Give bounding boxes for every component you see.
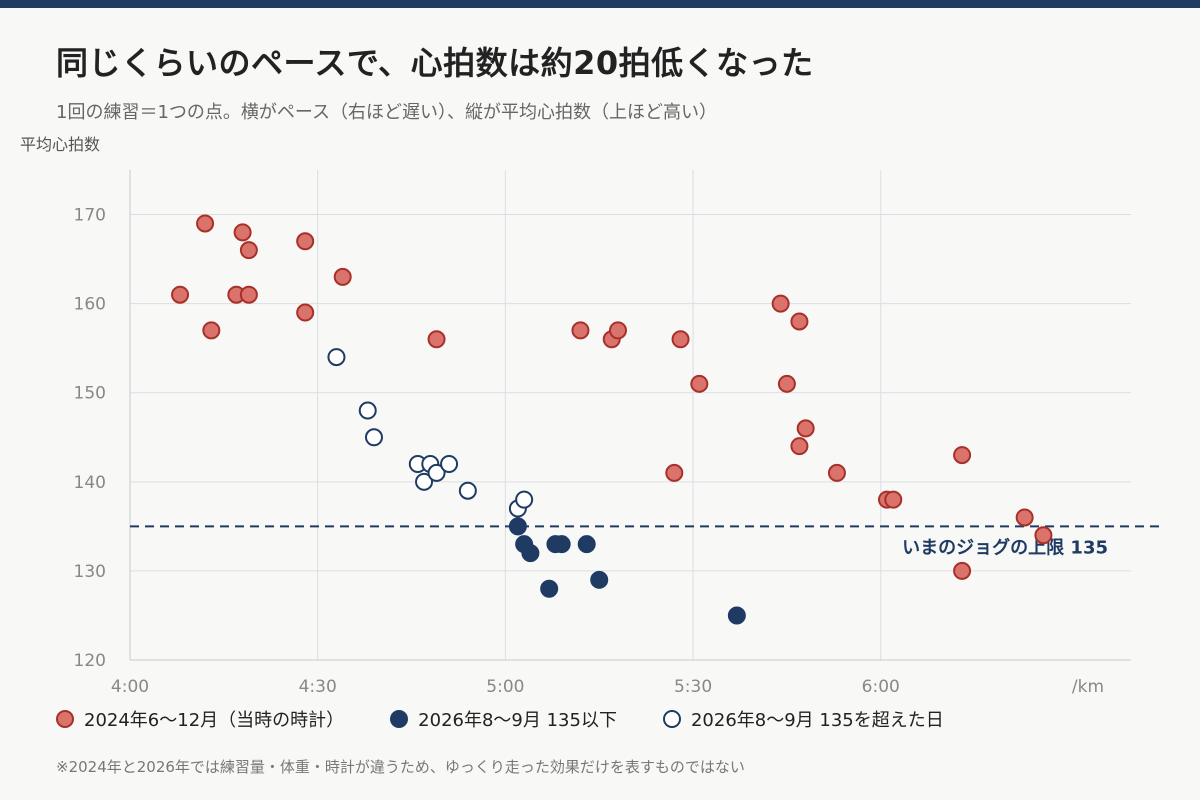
point-2024 — [239, 241, 258, 260]
point-2024 — [771, 294, 790, 313]
point-2024 — [953, 446, 972, 465]
legend-marker-navy-hollow-circle — [662, 710, 681, 728]
top-accent-bar — [0, 0, 1200, 8]
point-2026-above-135 — [364, 428, 383, 447]
legend-marker-navy-filled-circle — [390, 710, 409, 728]
chart-title: 同じくらいのペースで、心拍数は約20拍低くなった — [56, 44, 814, 82]
point-2026-below-135 — [521, 544, 540, 563]
axes: 120 130 140 150 160 170 4:00 4:30 5:00 5:30 6:00/k… — [74, 170, 1131, 697]
legend-label-2024: 2024年6〜12月（当時の時計） — [84, 710, 345, 731]
y-tick-label: 150 — [74, 384, 106, 404]
point-2024 — [196, 214, 215, 233]
x-unit-label: /km — [1072, 677, 1104, 697]
data-points — [171, 214, 1053, 625]
point-2024 — [671, 330, 690, 349]
x-tick-label: 5:00 — [486, 677, 524, 697]
point-2026-above-135 — [415, 472, 434, 491]
chart-subtitle: 1回の練習＝1つの点。横がペース（右ほど遅い）、縦が平均心拍数（上ほど高い） — [56, 102, 718, 123]
point-2024 — [608, 321, 627, 340]
reference-line-label: いまのジョグの上限 135 — [902, 536, 1108, 558]
legend-item-2026-below: 2026年8〜9月 135以下 — [390, 706, 617, 732]
point-2024 — [1015, 508, 1034, 527]
point-2024 — [777, 374, 796, 393]
point-2024 — [1034, 526, 1053, 545]
y-axis-title: 平均心拍数 — [20, 135, 100, 154]
point-2026-above-135 — [458, 481, 477, 500]
legend-label-2026-below: 2026年8〜9月 135以下 — [418, 710, 617, 731]
point-2024 — [233, 223, 252, 242]
grid-lines — [130, 170, 1131, 660]
point-2024 — [571, 321, 590, 340]
reference-line-group: いまのジョグの上限 135 — [130, 525, 1160, 558]
legend-marker-red-circle — [56, 710, 74, 728]
point-2026-below-135 — [727, 606, 746, 625]
point-2026-above-135 — [327, 348, 346, 367]
point-2024 — [827, 463, 846, 482]
y-tick-label: 170 — [74, 206, 106, 226]
point-2026-below-135 — [552, 535, 571, 554]
point-2024 — [333, 267, 352, 286]
point-2026-above-135 — [440, 455, 459, 473]
x-tick-label: 4:30 — [299, 677, 337, 697]
x-tick-label: 6:00 — [862, 677, 900, 697]
point-2026-below-135 — [540, 579, 559, 598]
point-2026-below-135 — [508, 517, 527, 536]
y-tick-label: 130 — [74, 562, 106, 582]
footnote: ※2024年と2026年では練習量・体重・時計が違うため、ゆっくり走った効果だけ… — [56, 758, 745, 776]
point-2026-below-135 — [590, 570, 609, 589]
point-2024 — [202, 321, 221, 340]
point-2026-above-135 — [427, 463, 446, 482]
point-2024 — [790, 312, 809, 331]
point-2026-above-135 — [515, 490, 534, 509]
legend-item-2024: 2024年6〜12月（当時の時計） — [56, 706, 344, 732]
point-2026-above-135 — [358, 401, 377, 420]
legend-label-2026-above: 2026年8〜9月 135を超えた日 — [690, 710, 944, 731]
y-tick-label: 160 — [74, 295, 106, 315]
scatter-chart: 平均心拍数 120 130 140 150 160 170 4:00 4:30 5:00 5:30… — [20, 135, 1160, 697]
x-tick-label: 5:30 — [674, 677, 712, 697]
point-2024 — [665, 463, 684, 482]
point-2024 — [427, 330, 446, 349]
x-tick-label: 4:00 — [111, 677, 149, 697]
point-2024 — [296, 232, 315, 251]
point-2024 — [884, 490, 903, 509]
y-tick-label: 140 — [74, 473, 106, 493]
point-2024 — [690, 374, 709, 393]
point-2024 — [790, 437, 809, 456]
point-2026-below-135 — [577, 535, 596, 554]
point-2024 — [239, 285, 258, 304]
y-tick-label: 120 — [74, 651, 106, 671]
point-2024 — [171, 285, 190, 304]
point-2024 — [953, 561, 972, 580]
point-2024 — [796, 419, 815, 438]
legend-item-2026-above: 2026年8〜9月 135を超えた日 — [662, 706, 944, 732]
point-2024 — [296, 303, 315, 322]
legend: 2024年6〜12月（当時の時計） 2026年8〜9月 135以下 2026年8… — [56, 706, 990, 732]
